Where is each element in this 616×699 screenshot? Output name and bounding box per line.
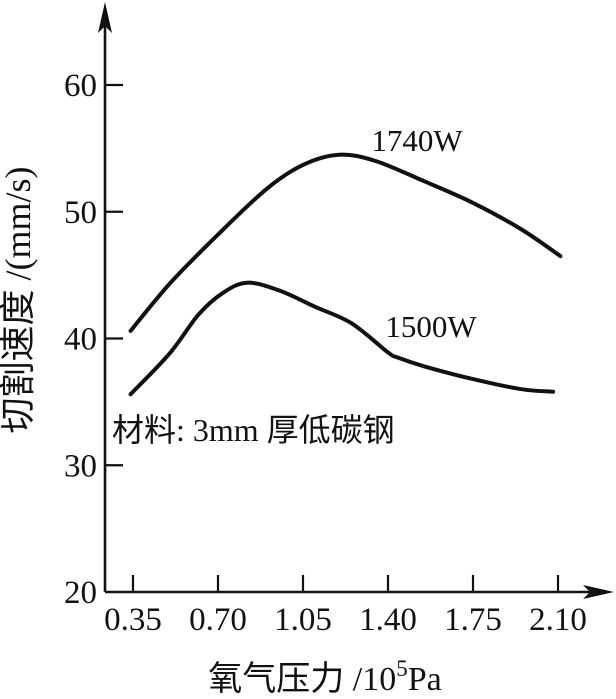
x-tick-label: 0.70 (189, 602, 247, 638)
x-tick-label: 0.35 (104, 602, 162, 638)
series-label-1740w: 1740W (371, 123, 463, 158)
y-tick-label: 20 (64, 575, 97, 611)
x-axis-title-suffix: Pa (408, 661, 442, 698)
y-tick-label: 50 (64, 195, 97, 231)
x-tick-label: 1.05 (274, 602, 332, 638)
y-axis-arrowhead (98, 2, 112, 33)
x-tick-label: 1.75 (444, 602, 502, 638)
curve-1500w (128, 280, 556, 397)
y-tick-label: 30 (64, 448, 97, 484)
x-axis-title-superscript: 5 (396, 656, 408, 681)
y-axis-title: 切割速度 /(mm/s) (0, 167, 38, 434)
x-tick-label: 1.40 (359, 602, 417, 638)
material-annotation: 材料: 3mm 厚低碳钢 (112, 412, 395, 448)
x-tick-label: 2.10 (529, 602, 587, 638)
curve-1740w (128, 152, 563, 333)
x-axis-title-prefix: 氧气压力 /10 (208, 660, 396, 698)
series-label-1500w: 1500W (385, 309, 477, 344)
x-axis-arrowhead (583, 585, 614, 599)
y-tick-label: 60 (64, 68, 97, 104)
y-tick-label: 40 (64, 322, 97, 358)
x-axis-title: 氧气压力 /105Pa (208, 656, 441, 698)
